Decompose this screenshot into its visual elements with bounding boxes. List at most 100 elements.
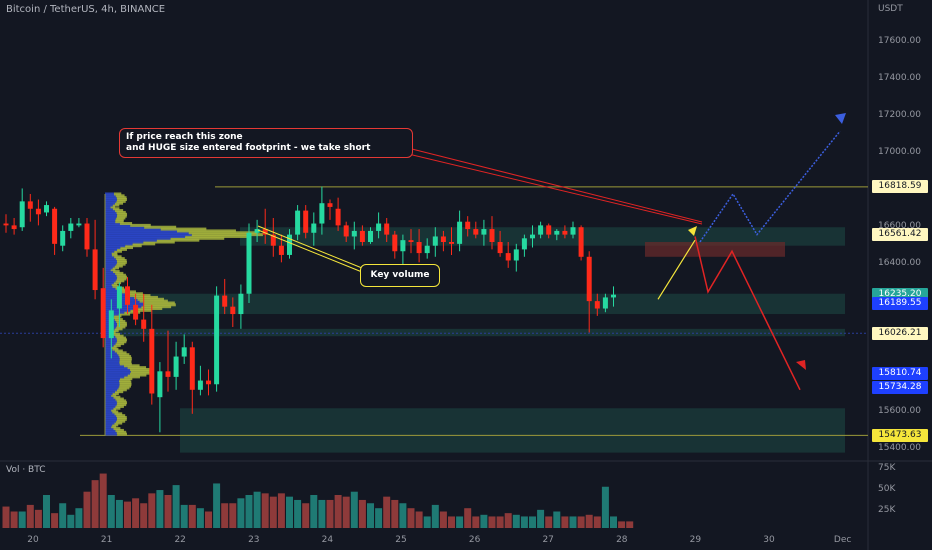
chart-header-title: Bitcoin / TetherUS, 4h, BINANCE <box>6 4 166 15</box>
time-axis-tick-1: 21 <box>100 535 113 545</box>
volume-bar-71 <box>577 516 585 528</box>
volume-bar-64 <box>520 516 528 528</box>
volume-bar-68 <box>553 511 561 528</box>
time-axis-tick-9: 29 <box>689 535 702 545</box>
volume-bar-8 <box>67 514 75 528</box>
time-axis-tick-10: 30 <box>763 535 775 545</box>
volume-bar-76 <box>618 521 626 528</box>
volume-profile <box>104 192 263 436</box>
projection-yellow-line <box>657 239 696 300</box>
volume-bar-40 <box>326 499 334 528</box>
candle-body-42 <box>343 225 349 237</box>
zone-teal-2 <box>110 328 845 337</box>
candle-body-0 <box>3 223 9 226</box>
candle-body-60 <box>489 229 495 243</box>
time-axis-tick-0: 20 <box>27 535 39 545</box>
candle-body-57 <box>465 221 471 230</box>
candle-body-64 <box>521 238 527 250</box>
projection-yellow-arrowhead <box>688 226 697 236</box>
short-zone-note-line-1: If price reach this zone <box>126 132 243 142</box>
volume-bar-9 <box>75 508 83 528</box>
candle-body-17 <box>141 319 147 329</box>
candle-body-27 <box>222 295 228 307</box>
time-axis-tick-7: 27 <box>542 535 554 545</box>
candle-body-14 <box>116 286 122 309</box>
volume-bar-17 <box>140 503 148 528</box>
volume-axis-tick-0: 75K <box>878 463 896 473</box>
candle-body-25 <box>206 380 211 385</box>
candle-body-70 <box>570 227 576 235</box>
candle-body-28 <box>230 306 236 315</box>
volume-bar-32 <box>261 493 269 528</box>
candle-body-56 <box>457 221 463 244</box>
volume-bar-20 <box>164 495 172 528</box>
time-axis-tick-11: Dec <box>833 535 852 545</box>
volume-bar-25 <box>205 511 212 528</box>
volume-bar-70 <box>569 516 577 528</box>
candle-body-47 <box>384 223 390 235</box>
volume-bar-4 <box>34 509 42 528</box>
short-zone-note: If price reach this zone and HUGE size e… <box>119 128 413 158</box>
volume-bar-18 <box>148 493 156 528</box>
volume-bar-44 <box>358 499 366 528</box>
short-note-pointer-b <box>399 145 703 223</box>
projection-red-arrowhead <box>796 360 806 370</box>
projection-red-path <box>694 236 801 391</box>
candle-body-40 <box>327 203 333 207</box>
price-tag-6: 15734.28 <box>872 380 928 394</box>
price-tag-3: 16189.55 <box>872 296 928 310</box>
candle-body-49 <box>400 240 406 252</box>
candle-body-71 <box>578 227 584 257</box>
candle-body-2 <box>19 201 25 228</box>
candle-body-36 <box>295 210 301 235</box>
candle-body-16 <box>133 304 139 320</box>
candle-body-18 <box>149 328 155 394</box>
volume-bar-60 <box>488 516 496 528</box>
volume-header-title: Vol · BTC <box>6 465 46 475</box>
volume-bar-55 <box>448 516 455 528</box>
volume-bar-75 <box>610 516 617 528</box>
price-axis-tick-3: 17000.00 <box>878 147 921 158</box>
price-tag-0: 16818.59 <box>872 180 928 194</box>
price-axis-tick-8: 15400.00 <box>878 442 921 453</box>
volume-bar-33 <box>269 496 277 528</box>
candle-body-21 <box>173 356 179 377</box>
volume-bar-52 <box>423 516 431 528</box>
volume-bar-27 <box>221 503 229 528</box>
volume-bar-23 <box>188 504 196 528</box>
candle-body-58 <box>473 229 479 235</box>
volume-bar-11 <box>91 480 99 528</box>
volume-bar-28 <box>229 503 237 528</box>
candle-body-63 <box>513 249 519 261</box>
key-volume-pointer-b <box>257 229 363 273</box>
time-axis-tick-3: 23 <box>248 535 260 545</box>
volume-bar-13 <box>107 495 115 528</box>
volume-bar-2 <box>18 511 26 528</box>
volume-bar-7 <box>59 503 67 528</box>
candles <box>3 186 616 433</box>
projection-blue-path <box>699 130 841 243</box>
candle-body-34 <box>278 245 284 255</box>
candle-body-53 <box>432 236 438 246</box>
volume-bar-59 <box>480 514 488 528</box>
price-axis-tick-1: 17400.00 <box>878 73 921 84</box>
volume-bar-29 <box>237 498 245 528</box>
volume-bar-43 <box>350 491 358 528</box>
price-axis-tick-0: 17600.00 <box>878 36 921 47</box>
volume-bar-3 <box>26 504 34 528</box>
volume-axis-tick-2: 25K <box>878 505 896 515</box>
candle-body-48 <box>392 234 398 252</box>
candle-body-23 <box>189 347 195 390</box>
volume-bar-77 <box>626 521 634 528</box>
price-axis-tick-5: 16400.00 <box>878 258 921 269</box>
volume-bars <box>2 473 634 528</box>
volume-bar-12 <box>99 473 107 528</box>
candle-body-30 <box>246 232 252 294</box>
volume-bar-14 <box>115 499 123 528</box>
projection-blue-arrowhead <box>835 113 846 124</box>
volume-bar-1 <box>10 511 18 528</box>
price-tag-7: 15473.63 <box>872 428 928 442</box>
candle-body-52 <box>424 245 430 254</box>
candle-body-46 <box>376 223 382 231</box>
